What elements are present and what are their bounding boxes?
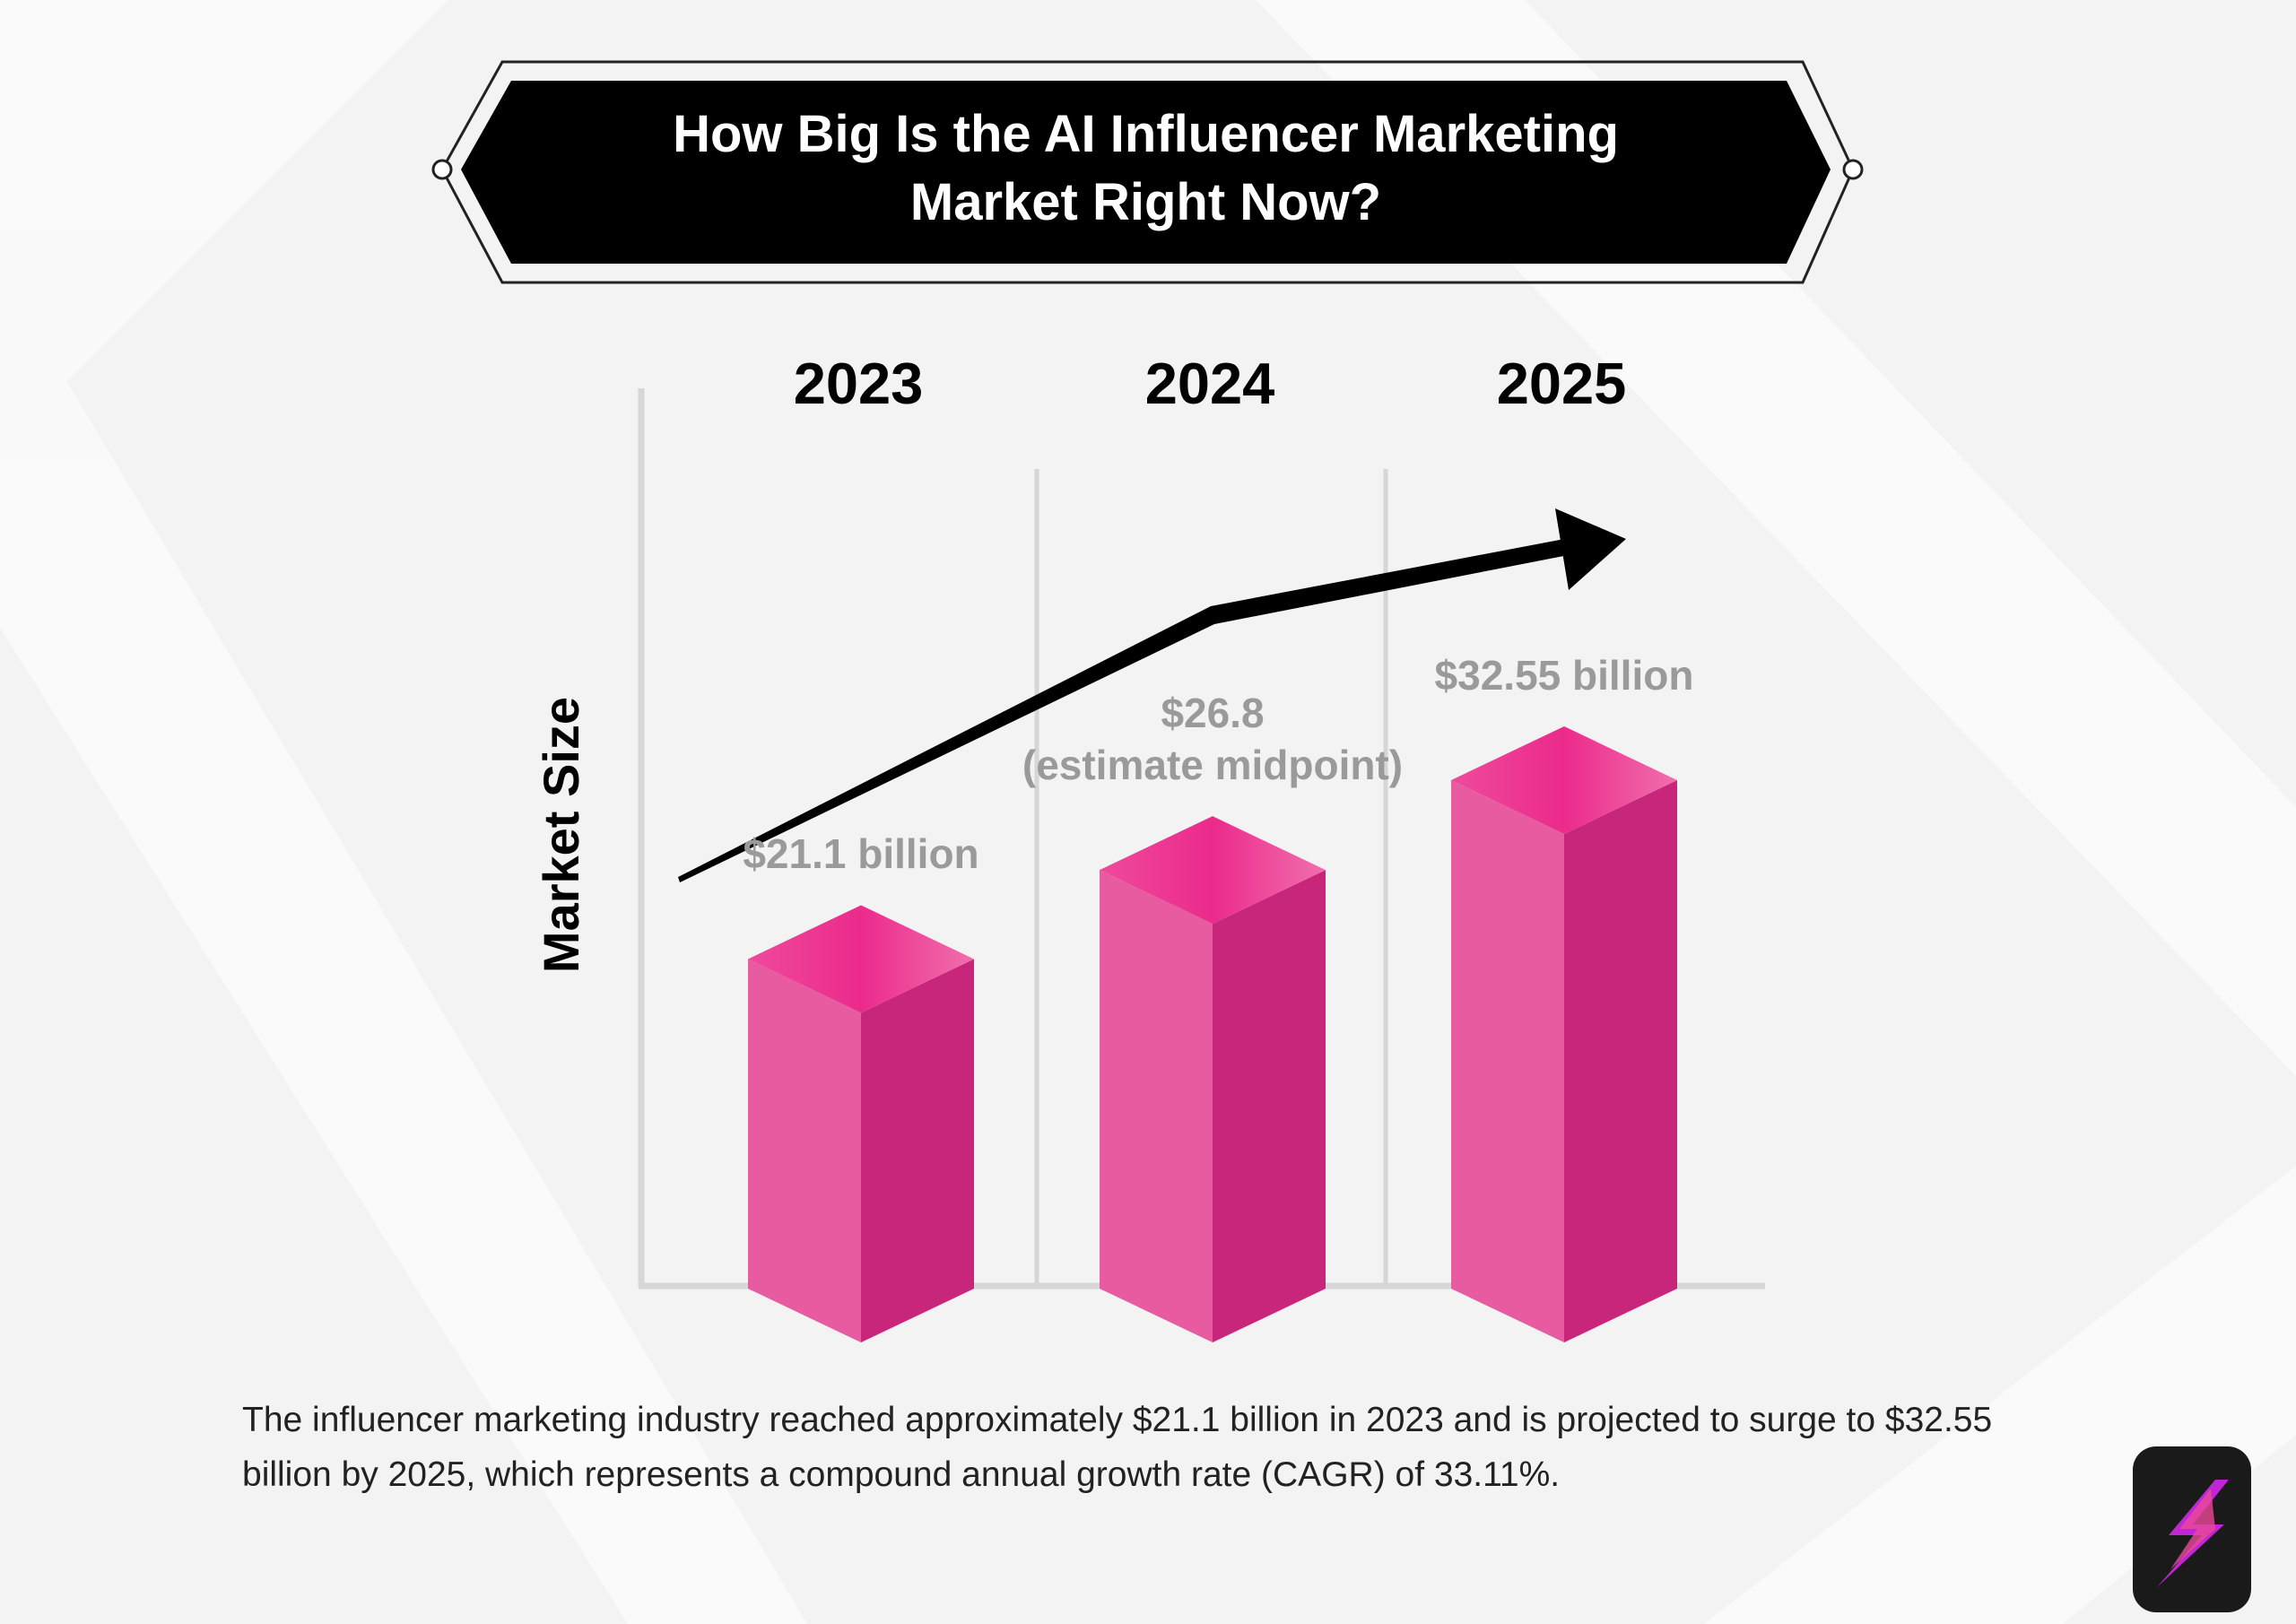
value-label: $26.8 (estimate midpoint) — [1022, 690, 1404, 789]
bar-front — [748, 959, 861, 1342]
bar — [1451, 726, 1677, 1342]
banner-dot — [431, 159, 453, 180]
x-tick-label: 2023 — [794, 351, 924, 416]
bg-streak — [0, 0, 448, 448]
x-tick-label: 2025 — [1497, 351, 1627, 416]
bar-side — [1213, 870, 1326, 1342]
logo-bolt — [2170, 1489, 2215, 1569]
logo — [2133, 1446, 2251, 1612]
banner — [461, 81, 1831, 264]
caption: The influencer marketing industry reache… — [242, 1401, 1993, 1494]
bg-streak — [1256, 0, 2296, 1076]
title: How Big Is the AI Influencer Marketing M… — [673, 105, 1619, 231]
bar-top — [1451, 726, 1677, 834]
bar-top — [1100, 816, 1326, 925]
bar-side — [861, 959, 974, 1342]
bar — [1100, 816, 1326, 1342]
banner-dot — [1842, 159, 1864, 180]
trend-arrowhead — [1555, 508, 1626, 590]
bar-front — [1100, 870, 1213, 1342]
bar-top — [748, 905, 974, 1013]
value-label: $21.1 billion — [743, 830, 979, 878]
y-axis-title: Market Size — [533, 697, 589, 973]
x-tick-label: 2024 — [1145, 351, 1275, 416]
value-label: $32.55 billion — [1434, 652, 1694, 699]
bar-side — [1564, 780, 1677, 1342]
bar — [748, 905, 974, 1342]
bg-streak — [0, 269, 807, 1624]
logo-bolt — [2157, 1480, 2229, 1587]
bar-front — [1451, 780, 1564, 1342]
